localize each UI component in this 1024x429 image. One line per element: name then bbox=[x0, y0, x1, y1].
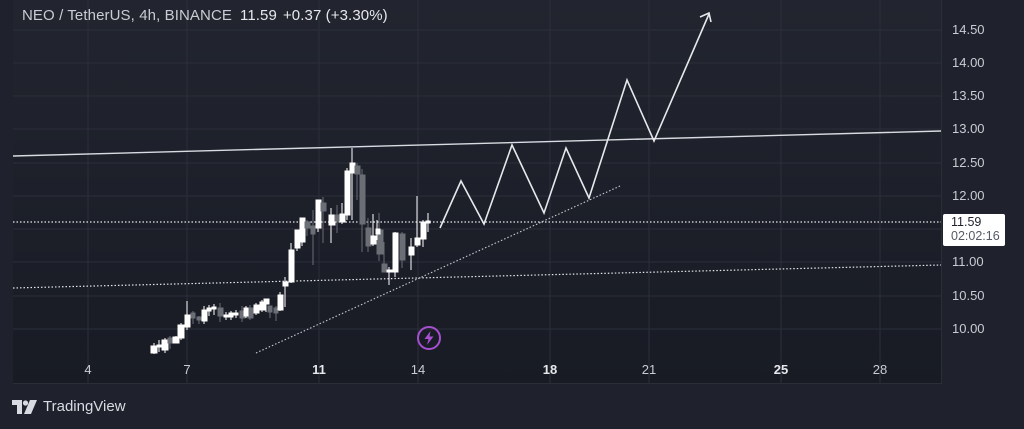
logo-text: TradingView bbox=[43, 398, 126, 415]
tradingview-icon bbox=[12, 399, 37, 414]
time-label: 28 bbox=[872, 362, 888, 377]
current-price-value: 11.59 bbox=[951, 215, 982, 229]
price-label: 13.00 bbox=[952, 121, 985, 136]
time-label: 25 bbox=[773, 362, 789, 377]
time-label: 11 bbox=[312, 362, 326, 377]
price-axis-separator bbox=[941, 0, 942, 384]
price-label: 12.00 bbox=[952, 188, 985, 203]
horizontal-gridlines bbox=[13, 29, 941, 330]
time-label: 14 bbox=[410, 362, 426, 377]
resistance-line bbox=[12, 130, 942, 157]
lower-dotted-trendline bbox=[12, 264, 942, 289]
projection-path bbox=[439, 13, 710, 229]
price-label: 14.00 bbox=[952, 55, 985, 70]
time-label: 4 bbox=[84, 362, 92, 377]
last-price: 11.59 bbox=[240, 7, 277, 24]
projection-arrowhead bbox=[699, 11, 712, 23]
price-label: 14.50 bbox=[952, 22, 985, 37]
current-price-tag: 11.59 02:02:16 bbox=[943, 214, 1005, 246]
support-trendline bbox=[255, 185, 621, 354]
time-axis-separator bbox=[13, 383, 941, 384]
candlesticks bbox=[150, 148, 431, 354]
tradingview-logo[interactable]: TradingView bbox=[12, 398, 126, 415]
price-label: 11.00 bbox=[952, 254, 984, 269]
time-label: 7 bbox=[183, 362, 191, 377]
bar-countdown: 02:02:16 bbox=[951, 229, 1000, 243]
symbol-title: NEO / TetherUS, 4h, BINANCE bbox=[22, 7, 232, 24]
price-change: +0.37 (+3.30%) bbox=[282, 7, 388, 24]
lightning-event-icon[interactable] bbox=[416, 325, 442, 351]
price-label: 12.50 bbox=[952, 155, 985, 170]
vertical-gridlines bbox=[87, 0, 881, 384]
time-label: 18 bbox=[542, 362, 558, 377]
price-label: 10.00 bbox=[952, 321, 985, 336]
time-label: 21 bbox=[641, 362, 657, 377]
symbol-legend[interactable]: NEO / TetherUS, 4h, BINANCE 11.59 +0.37 (+… bbox=[22, 7, 388, 24]
plot-area[interactable] bbox=[13, 0, 941, 384]
price-label: 13.50 bbox=[952, 88, 985, 103]
price-label: 10.50 bbox=[952, 288, 985, 303]
